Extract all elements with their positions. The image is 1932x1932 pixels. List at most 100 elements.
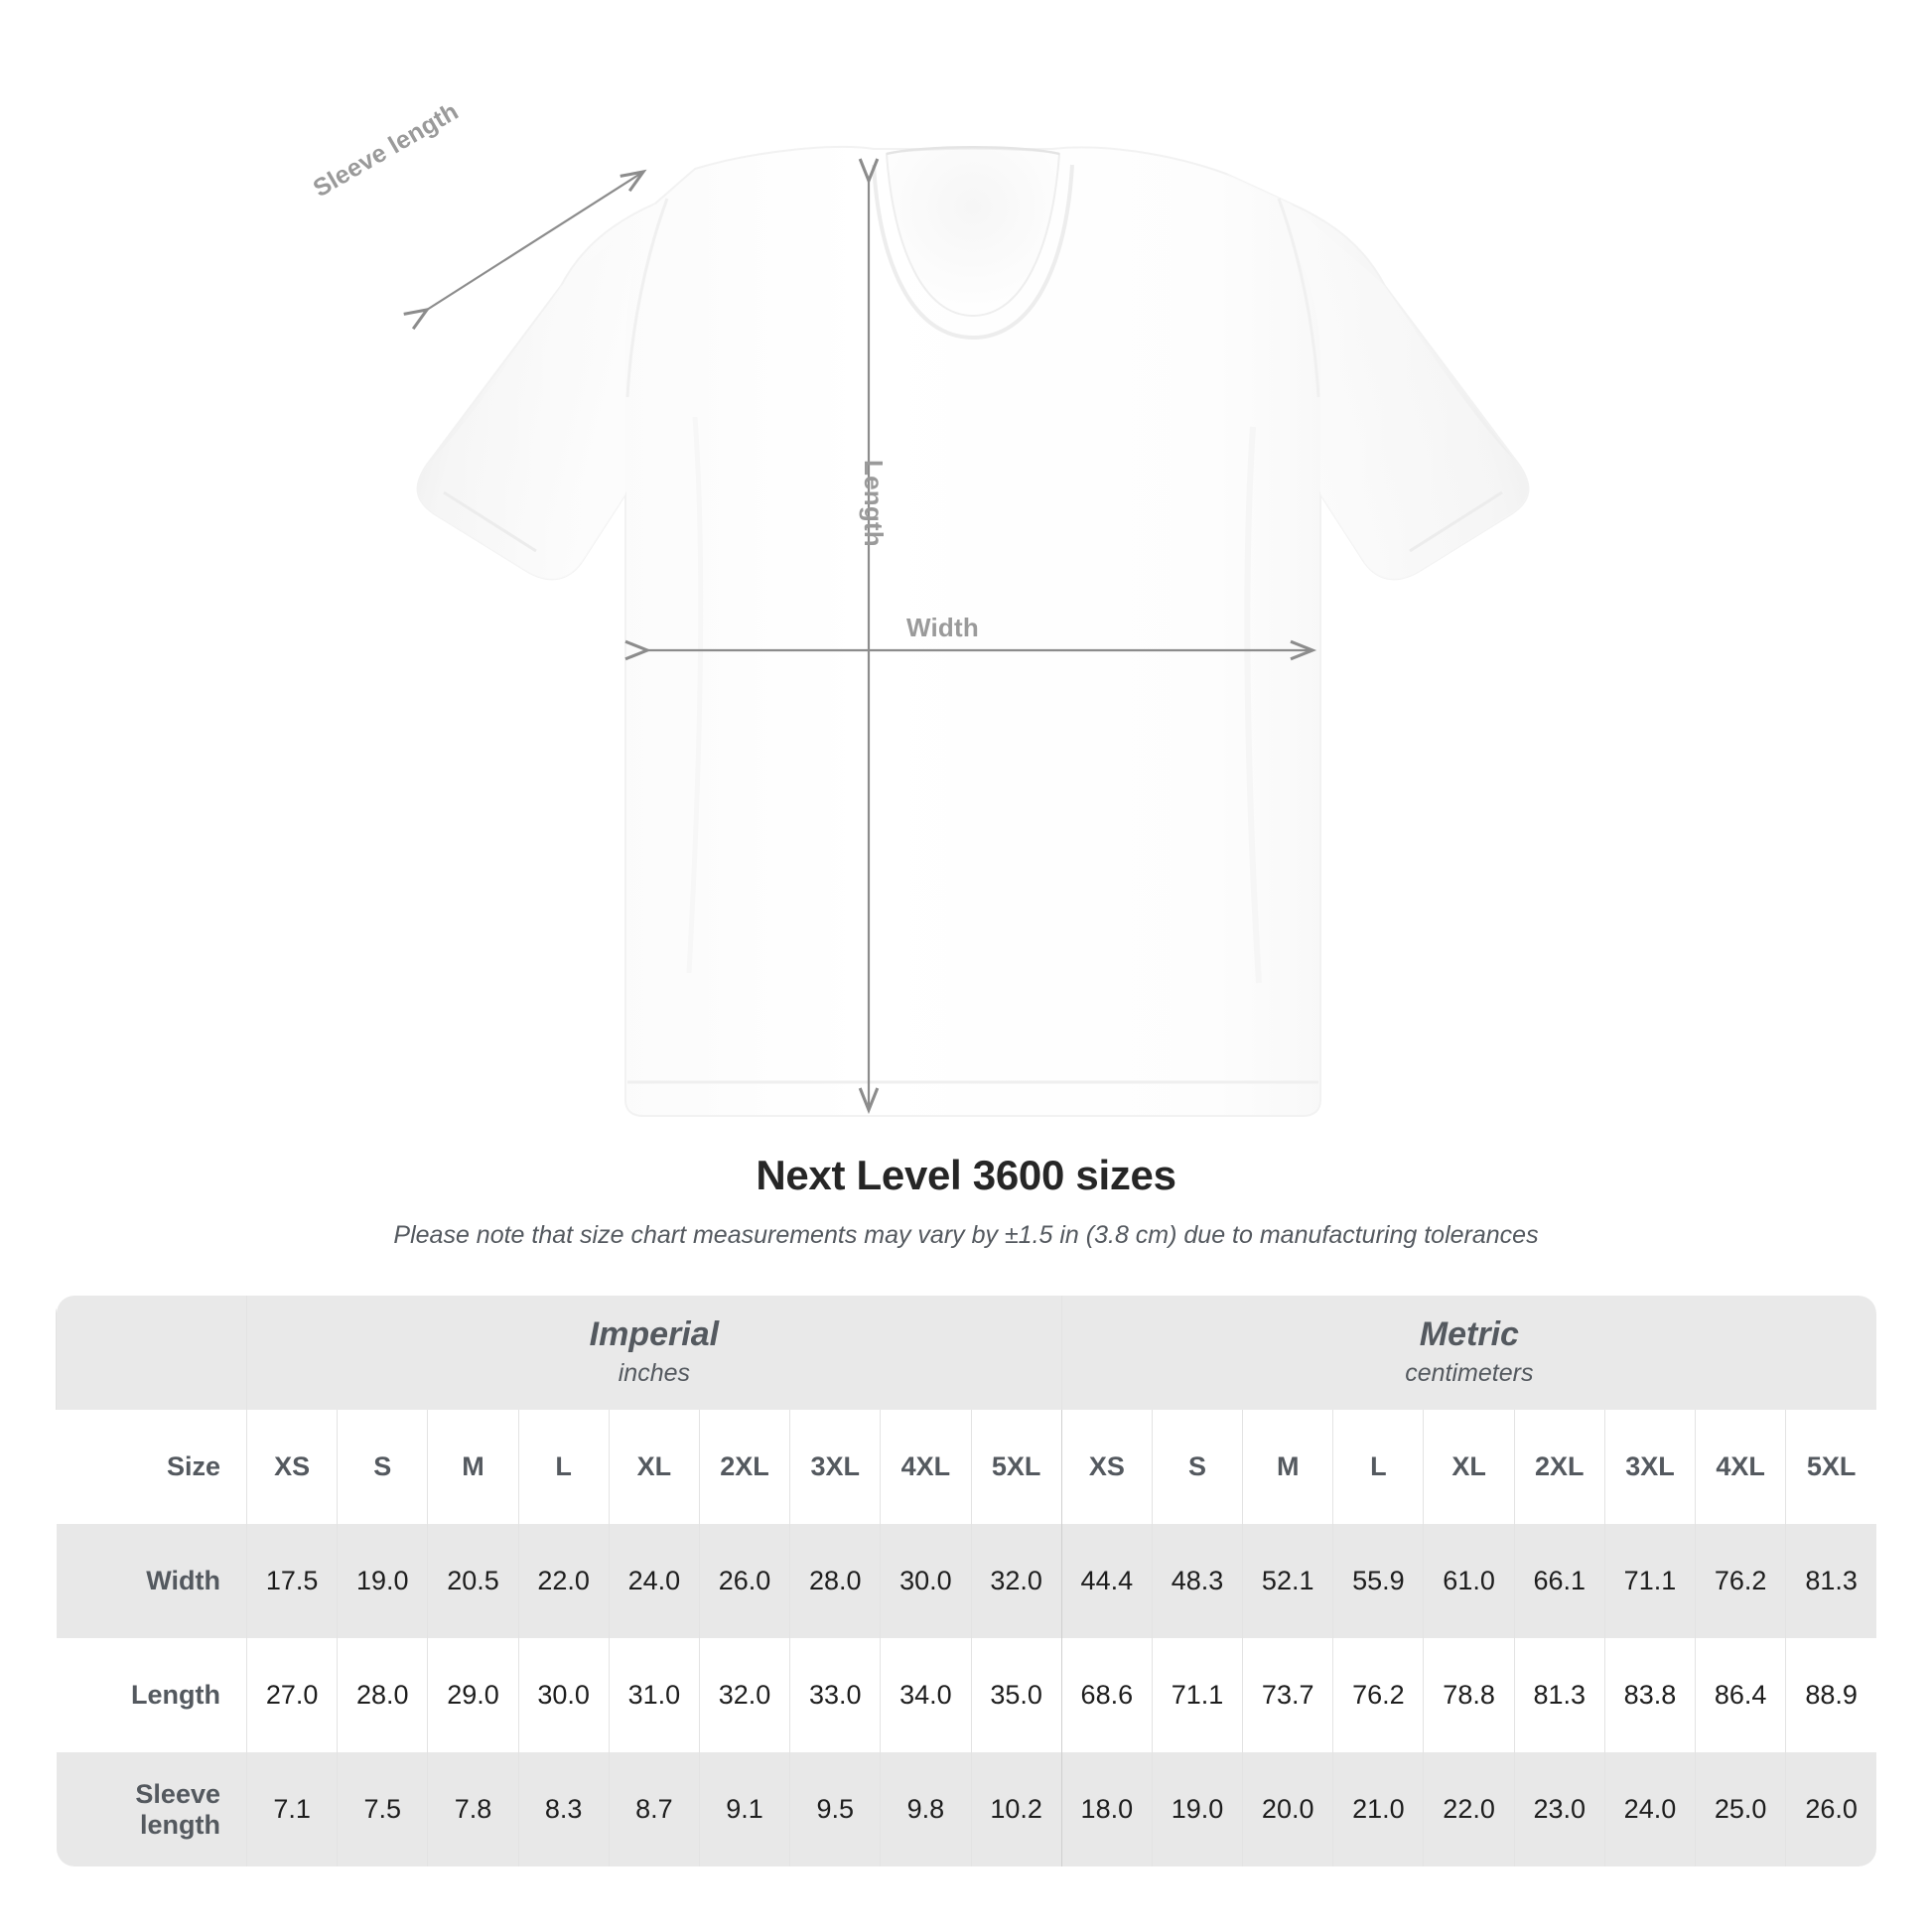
cell-sleeve-metric-l: 21.0 <box>1332 1752 1424 1866</box>
cell-length-imperial-s: 28.0 <box>337 1638 428 1752</box>
cell-sleeve-imperial-m: 7.8 <box>427 1752 519 1866</box>
size-col-metric-l: L <box>1332 1410 1424 1524</box>
cell-width-metric-s: 48.3 <box>1151 1524 1243 1638</box>
cell-sleeve-imperial-l: 8.3 <box>517 1752 610 1866</box>
row-label-sleeve-length: Sleeve length <box>56 1752 247 1866</box>
size-chart-table: Imperial inches Metric centimeters Size … <box>56 1296 1876 1866</box>
tshirt-graphic <box>416 146 1530 1117</box>
size-col-imperial-s: S <box>337 1410 428 1524</box>
size-col-imperial-4xl: 4XL <box>880 1410 971 1524</box>
right-shoulder-seam <box>1277 198 1320 398</box>
unit-group-imperial: Imperial inches <box>246 1296 1062 1410</box>
cell-length-metric-m: 73.7 <box>1242 1638 1333 1752</box>
table-row-width: Width 17.5 19.0 20.5 22.0 24.0 26.0 28.0… <box>56 1524 1876 1638</box>
size-col-metric-xl: XL <box>1423 1410 1515 1524</box>
size-chart-table-wrapper: Imperial inches Metric centimeters Size … <box>56 1296 1876 1866</box>
cell-length-metric-4xl: 86.4 <box>1695 1638 1786 1752</box>
cell-width-metric-xs: 44.4 <box>1060 1524 1153 1638</box>
left-sleeve <box>417 204 655 580</box>
cell-sleeve-imperial-2xl: 9.1 <box>698 1752 790 1866</box>
page-title: Next Level 3600 sizes <box>756 1152 1176 1198</box>
cell-length-metric-xl: 78.8 <box>1423 1638 1515 1752</box>
size-col-imperial-m: M <box>427 1410 519 1524</box>
size-col-imperial-xs: XS <box>245 1410 338 1524</box>
cell-sleeve-metric-s: 19.0 <box>1151 1752 1243 1866</box>
cell-width-imperial-m: 20.5 <box>427 1524 519 1638</box>
cell-sleeve-imperial-4xl: 9.8 <box>880 1752 971 1866</box>
cell-sleeve-metric-xs: 18.0 <box>1060 1752 1153 1866</box>
cell-sleeve-imperial-3xl: 9.5 <box>789 1752 881 1866</box>
cell-length-metric-2xl: 81.3 <box>1513 1638 1605 1752</box>
right-sleeve-hem <box>1409 490 1503 553</box>
cell-width-metric-5xl: 81.3 <box>1785 1524 1876 1638</box>
cell-length-imperial-m: 29.0 <box>427 1638 519 1752</box>
cell-width-metric-xl: 61.0 <box>1423 1524 1515 1638</box>
table-row-sleeve-length: Sleeve length 7.1 7.5 7.8 8.3 8.7 9.1 9.… <box>56 1752 1876 1866</box>
cell-width-metric-4xl: 76.2 <box>1695 1524 1786 1638</box>
left-sleeve-hem <box>443 490 537 553</box>
row-label-width: Width <box>56 1524 247 1638</box>
cell-width-metric-3xl: 71.1 <box>1603 1524 1696 1638</box>
cell-width-metric-m: 52.1 <box>1242 1524 1333 1638</box>
cell-sleeve-imperial-s: 7.5 <box>337 1752 428 1866</box>
table-row-length: Length 27.0 28.0 29.0 30.0 31.0 32.0 33.… <box>56 1638 1876 1752</box>
title-block: Next Level 3600 sizes Please note that s… <box>0 1152 1932 1250</box>
length-label: Length <box>859 460 889 547</box>
fabric-fold-left <box>686 416 704 974</box>
cell-length-metric-xs: 68.6 <box>1060 1638 1153 1752</box>
cell-width-imperial-4xl: 30.0 <box>880 1524 971 1638</box>
size-col-imperial-l: L <box>517 1410 610 1524</box>
cell-length-imperial-xs: 27.0 <box>245 1638 338 1752</box>
size-col-metric-2xl: 2XL <box>1513 1410 1605 1524</box>
fabric-fold-right <box>1244 426 1262 984</box>
cell-length-imperial-4xl: 34.0 <box>880 1638 971 1752</box>
tshirt-illustration: Sleeve length Length Width <box>309 97 1530 1117</box>
cell-width-metric-2xl: 66.1 <box>1513 1524 1605 1638</box>
cell-length-imperial-xl: 31.0 <box>608 1638 700 1752</box>
cell-sleeve-metric-m: 20.0 <box>1242 1752 1333 1866</box>
neckline-ribbing <box>872 164 1074 341</box>
row-label-size: Size <box>56 1410 247 1524</box>
cell-sleeve-imperial-xl: 8.7 <box>608 1752 700 1866</box>
cell-length-metric-s: 71.1 <box>1151 1638 1243 1752</box>
size-col-metric-5xl: 5XL <box>1785 1410 1876 1524</box>
cell-length-imperial-2xl: 32.0 <box>698 1638 790 1752</box>
unit-group-imperial-sub: inches <box>618 1359 690 1387</box>
cell-sleeve-metric-4xl: 25.0 <box>1695 1752 1786 1866</box>
tolerance-note: Please note that size chart measurements… <box>393 1221 1539 1249</box>
unit-group-metric: Metric centimeters <box>1060 1296 1876 1410</box>
size-col-imperial-xl: XL <box>608 1410 700 1524</box>
cell-sleeve-metric-5xl: 26.0 <box>1785 1752 1876 1866</box>
cell-length-metric-5xl: 88.9 <box>1785 1638 1876 1752</box>
cell-length-metric-3xl: 83.8 <box>1603 1638 1696 1752</box>
cell-length-imperial-l: 30.0 <box>517 1638 610 1752</box>
size-header-row: Size XS S M L XL 2XL 3XL 4XL 5XL XS S M … <box>56 1410 1876 1524</box>
cell-sleeve-metric-2xl: 23.0 <box>1513 1752 1605 1866</box>
cell-width-imperial-5xl: 32.0 <box>970 1524 1062 1638</box>
cell-width-imperial-l: 22.0 <box>517 1524 610 1638</box>
cell-length-metric-l: 76.2 <box>1332 1638 1424 1752</box>
unit-group-imperial-name: Imperial <box>589 1314 720 1353</box>
width-label: Width <box>906 613 979 642</box>
unit-header-row: Imperial inches Metric centimeters <box>56 1296 1876 1410</box>
unit-header-spacer <box>56 1296 247 1410</box>
cell-width-imperial-3xl: 28.0 <box>789 1524 881 1638</box>
cell-length-imperial-3xl: 33.0 <box>789 1638 881 1752</box>
cell-sleeve-metric-3xl: 24.0 <box>1603 1752 1696 1866</box>
size-col-imperial-5xl: 5XL <box>970 1410 1062 1524</box>
collar <box>885 147 1061 318</box>
size-col-metric-s: S <box>1151 1410 1243 1524</box>
size-col-imperial-3xl: 3XL <box>789 1410 881 1524</box>
size-col-metric-4xl: 4XL <box>1695 1410 1786 1524</box>
row-label-length: Length <box>56 1638 247 1752</box>
cell-length-imperial-5xl: 35.0 <box>970 1638 1062 1752</box>
size-col-metric-xs: XS <box>1060 1410 1153 1524</box>
cell-width-imperial-xs: 17.5 <box>245 1524 338 1638</box>
size-col-imperial-2xl: 2XL <box>698 1410 790 1524</box>
collar-top-edge <box>886 146 1060 156</box>
cell-width-imperial-s: 19.0 <box>337 1524 428 1638</box>
size-col-metric-3xl: 3XL <box>1603 1410 1696 1524</box>
right-sleeve <box>1226 174 1529 580</box>
size-col-metric-m: M <box>1242 1410 1333 1524</box>
cell-width-imperial-2xl: 26.0 <box>698 1524 790 1638</box>
